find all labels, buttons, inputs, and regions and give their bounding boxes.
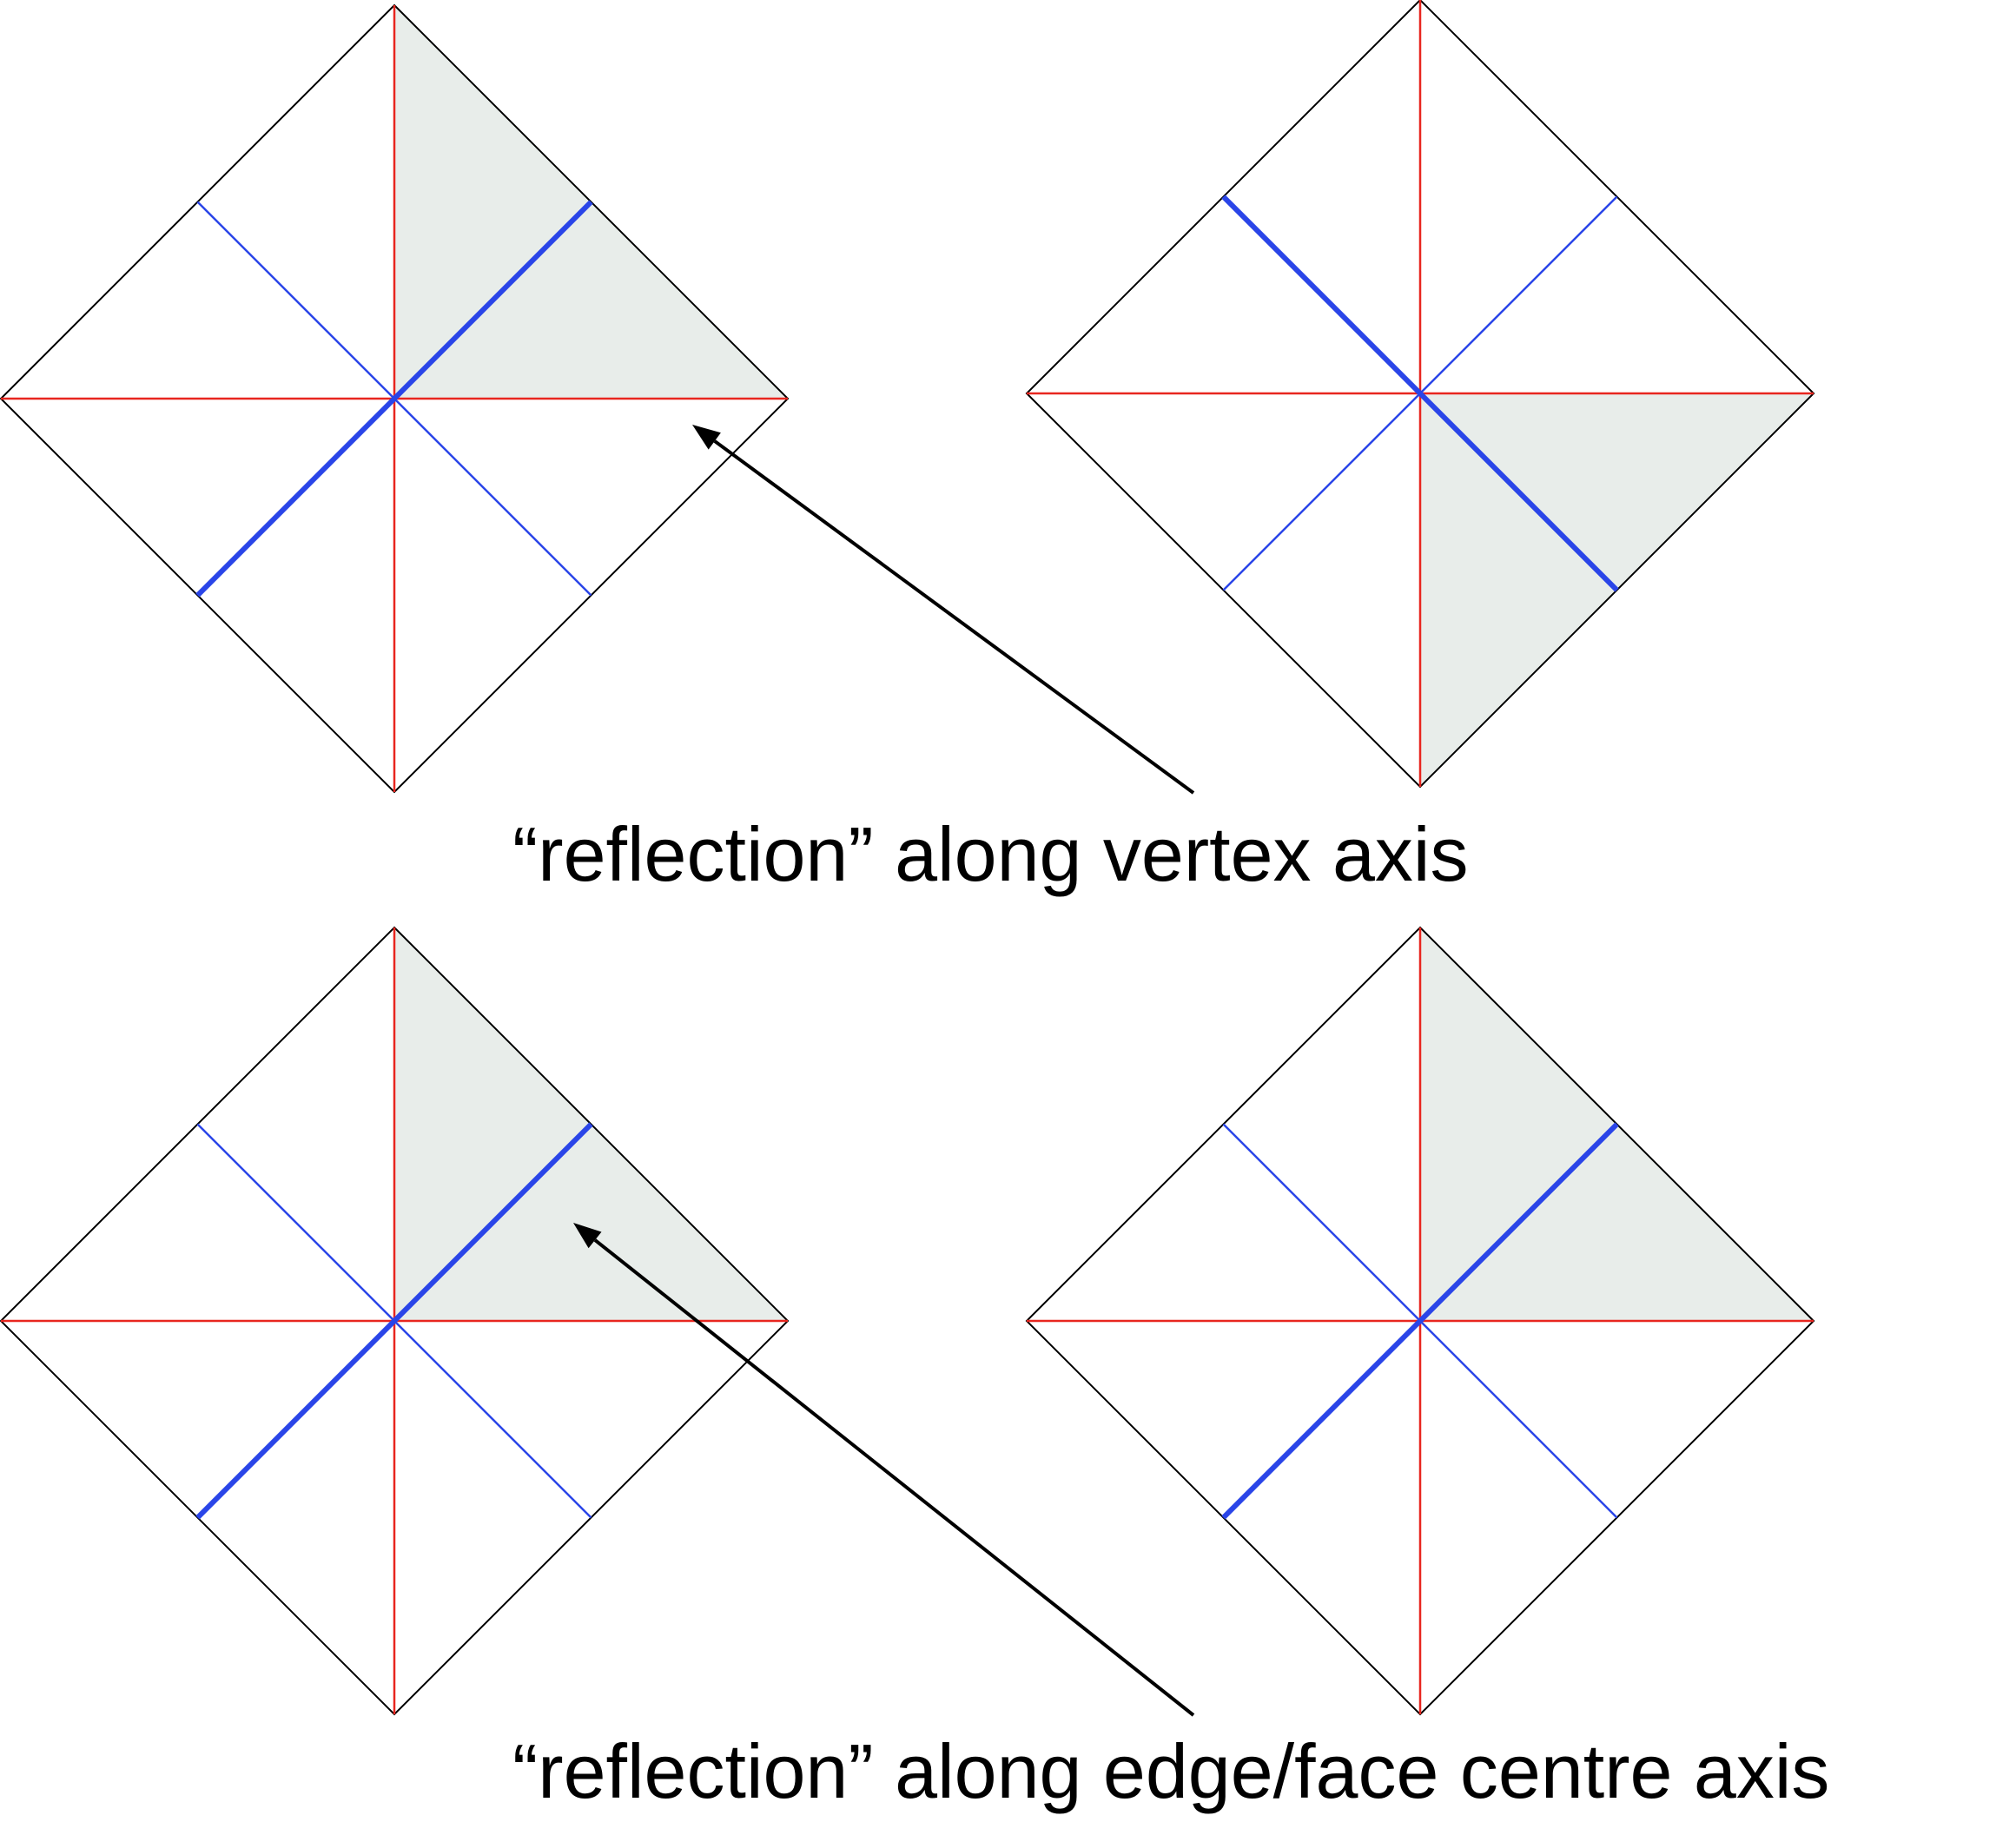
panel-bottom-right [1025, 926, 1815, 1716]
arrow-edge-reflection-head [573, 1223, 602, 1249]
panel-top-left [0, 3, 790, 794]
edge-axis-top-left-to-bottom-right [196, 1123, 592, 1519]
edge-axis-top-left-to-bottom-right [1221, 195, 1619, 592]
arrow-vertex-reflection [692, 425, 1195, 795]
arrow-edge-reflection-shaft [593, 1238, 1195, 1717]
shaded-sector-top-right-upper [394, 928, 592, 1321]
edge-axis-top-left-to-bottom-right [1222, 1123, 1618, 1519]
shaded-sector-top-right-lower [1420, 1124, 1814, 1321]
arrow-vertex-reflection-head [692, 425, 721, 450]
arrows [573, 425, 1195, 1717]
arrow-vertex-reflection-shaft [713, 439, 1195, 795]
shaded-sector-top-right-lower [394, 1124, 788, 1321]
shaded-sector-bottom-right-lower [1420, 393, 1617, 787]
shaded-sector-bottom-right-upper [1420, 393, 1814, 591]
arrow-edge-reflection [573, 1223, 1195, 1717]
caption-vertex-reflection: “reflection” along vertex axis [512, 811, 1468, 897]
shaded-sector-top-right-upper [394, 5, 592, 399]
diamond-panels [0, 0, 1815, 1716]
panel-bottom-left [0, 926, 790, 1716]
shaded-sector-top-right-upper [1420, 928, 1617, 1321]
edge-axis-top-left-to-bottom-right [196, 201, 592, 597]
shaded-sector-top-right-lower [394, 201, 788, 399]
panel-top-right [1025, 0, 1815, 789]
caption-edge-reflection: “reflection” along edge/face centre axis [512, 1728, 1829, 1814]
